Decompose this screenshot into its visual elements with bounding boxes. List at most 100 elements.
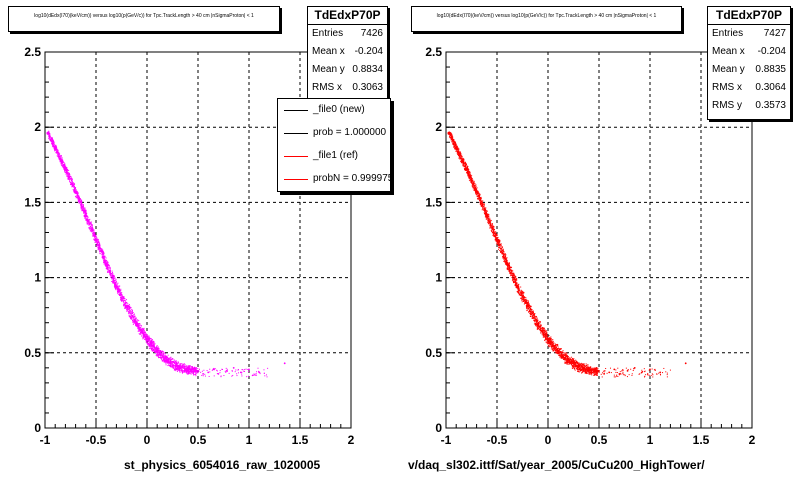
left-scatter-dot xyxy=(116,283,118,285)
left-scatter-dot xyxy=(121,300,123,302)
left-scatter-dot xyxy=(179,364,181,366)
right-scatter-dot xyxy=(519,294,521,296)
left-scatter-dot xyxy=(185,371,187,373)
right-scatter-dot xyxy=(500,243,502,245)
left-scatter-dot xyxy=(49,133,51,135)
left-scatter-dot xyxy=(117,291,119,293)
left-scatter-dot xyxy=(96,242,98,244)
left-scatter-dot xyxy=(93,238,95,240)
right-scatter-dot xyxy=(530,310,532,312)
left-scatter-dot xyxy=(110,275,112,277)
right-scatter-dot xyxy=(579,364,581,366)
left-scatter-dot xyxy=(138,320,140,322)
left-scatter-dot xyxy=(93,234,95,236)
right-scatter-dot xyxy=(485,213,487,215)
right-scatter-dot xyxy=(487,218,489,220)
left-scatter-dot xyxy=(126,308,128,310)
left-scatter-dot xyxy=(126,299,128,301)
left-scatter-dot xyxy=(190,370,192,372)
left-scatter-dot xyxy=(140,335,142,337)
left-scatter-dot xyxy=(118,288,120,290)
left-scatter-dot xyxy=(111,271,113,273)
left-scatter-dot xyxy=(127,303,129,305)
left-scatter-dot xyxy=(112,276,114,278)
right-y-tick-label: 2 xyxy=(435,120,442,134)
left-scatter-dot xyxy=(181,367,183,369)
left-scatter-dot xyxy=(97,249,99,251)
left-scatter-dot xyxy=(109,266,111,268)
right-scatter-dot xyxy=(588,373,590,375)
right-scatter-dot xyxy=(554,345,556,347)
right-scatter-dot xyxy=(477,196,479,198)
right-scatter-dot xyxy=(513,274,515,276)
right-scatter-dot xyxy=(522,297,524,299)
right-scatter-dot xyxy=(563,354,565,356)
left-scatter-dot xyxy=(126,309,128,311)
right-scatter-dot xyxy=(584,368,586,370)
left-scatter-dot xyxy=(166,361,168,363)
right-scatter-dot xyxy=(529,305,531,307)
right-scatter-dot xyxy=(491,223,493,225)
left-scatter-dot xyxy=(156,349,158,351)
left-scatter-dot xyxy=(148,340,150,342)
right-scatter-dot xyxy=(464,168,466,170)
left-scatter-dot xyxy=(121,297,123,299)
left-scatter-dot xyxy=(172,364,174,366)
left-scatter-dot xyxy=(98,244,100,246)
left-scatter-dot xyxy=(148,347,150,349)
right-scatter-dot xyxy=(510,274,512,276)
right-scatter-dot xyxy=(596,372,598,374)
right-scatter-dot xyxy=(521,299,523,301)
right-scatter-dot xyxy=(550,342,552,344)
left-scatter-dot xyxy=(191,371,193,373)
left-scatter-dot xyxy=(178,369,180,371)
left-scatter-dot xyxy=(55,152,57,154)
left-scatter-dot xyxy=(56,152,58,154)
left-scatter-dot xyxy=(111,278,113,280)
left-scatter-dot xyxy=(123,298,125,300)
right-scatter-dot xyxy=(514,282,516,284)
left-scatter-dot xyxy=(150,348,152,350)
right-scatter-dot xyxy=(485,214,487,216)
left-scatter-dot xyxy=(84,212,86,214)
left-scatter-dot xyxy=(178,364,180,366)
left-scatter-dot xyxy=(191,366,193,368)
left-scatter-dot xyxy=(67,173,69,175)
left-scatter-dot xyxy=(188,366,190,368)
left-scatter-dot xyxy=(115,285,117,287)
left-scatter-dot xyxy=(112,279,114,281)
right-scatter-dot xyxy=(516,287,518,289)
left-scatter-dot xyxy=(73,189,75,191)
left-scatter-dot xyxy=(61,163,63,165)
left-scatter-dot xyxy=(161,357,163,359)
left-scatter-dot xyxy=(132,316,134,318)
left-scatter-dot xyxy=(139,329,141,331)
left-scatter-dot xyxy=(176,364,178,366)
left-scatter-dot xyxy=(168,363,170,365)
left-scatter-dot xyxy=(184,369,186,371)
left-scatter-dot xyxy=(50,138,52,140)
left-scatter-dot xyxy=(142,331,144,333)
left-scatter-dot xyxy=(146,343,148,345)
right-scatter-dot xyxy=(578,364,580,366)
left-scatter-dot xyxy=(178,367,180,369)
left-scatter-dot xyxy=(137,323,139,325)
left-scatter-dot xyxy=(74,188,76,190)
right-scatter-dot xyxy=(490,229,492,231)
left-scatter-dot xyxy=(115,288,117,290)
left-scatter-dot xyxy=(67,174,69,176)
right-scatter-dot xyxy=(551,341,553,343)
right-scatter-dot xyxy=(507,263,509,265)
left-scatter-dot xyxy=(77,192,79,194)
left-scatter-dot xyxy=(67,176,69,178)
right-scatter-dot xyxy=(561,353,563,355)
left-scatter-dot xyxy=(124,307,126,309)
left-tail-dot xyxy=(209,368,211,370)
left-scatter-dot xyxy=(133,314,135,316)
right-x-tick-label: 0.5 xyxy=(591,433,608,447)
left-scatter-dot xyxy=(151,344,153,346)
left-scatter-dot xyxy=(186,368,188,370)
left-scatter-dot xyxy=(107,271,109,273)
left-scatter-dot xyxy=(191,370,193,372)
right-scatter-dot xyxy=(466,167,468,169)
